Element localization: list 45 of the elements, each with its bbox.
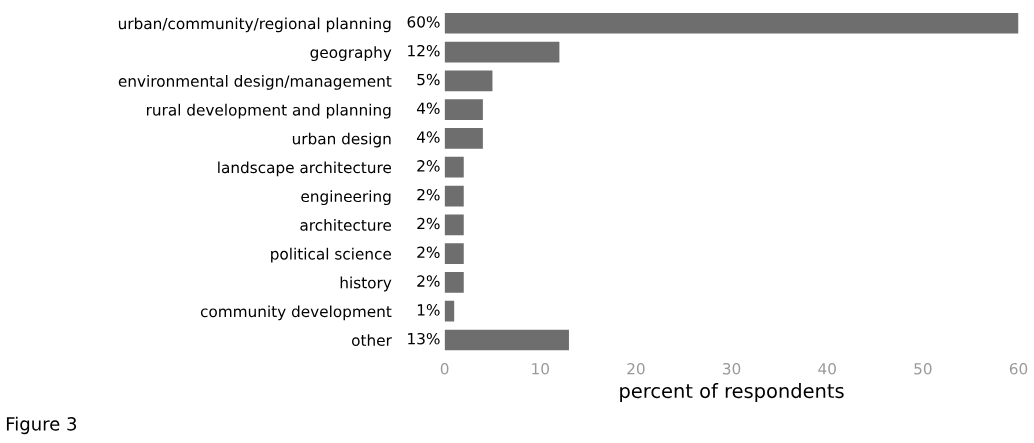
y-tick-label: landscape architecture xyxy=(218,161,392,177)
data-label: 13% xyxy=(408,332,440,345)
data-label: 60% xyxy=(407,16,440,28)
bar xyxy=(444,99,483,121)
data-label: 2% xyxy=(417,188,440,201)
data-label: 1% xyxy=(417,304,440,316)
bar xyxy=(444,300,455,322)
y-tick-label: other xyxy=(351,334,392,347)
x-tick-label: 10 xyxy=(532,363,549,375)
caption: Figure 3 xyxy=(6,416,77,435)
data-label: 12% xyxy=(408,44,440,57)
y-tick-label: urban design xyxy=(292,132,391,148)
y-tick-label: history xyxy=(340,276,392,292)
bar xyxy=(444,243,464,264)
data-label: 2% xyxy=(417,160,440,172)
y-tick-label: environmental design/management xyxy=(118,75,392,90)
data-label: 4% xyxy=(416,102,440,115)
bar xyxy=(444,329,569,351)
y-tick-label: urban/community/regional planning xyxy=(118,17,391,33)
y-tick-label: architecture xyxy=(300,219,392,231)
bar xyxy=(444,272,464,293)
x-tick-label: 40 xyxy=(818,363,836,375)
y-tick-label: engineering xyxy=(301,190,391,206)
x-tick-label: 20 xyxy=(627,363,645,375)
x-tick-label: 60 xyxy=(1009,363,1028,375)
data-label: 4% xyxy=(416,131,440,143)
bar xyxy=(444,41,560,63)
x-tick-label: 50 xyxy=(914,363,932,375)
y-tick-label: political science xyxy=(271,247,392,263)
data-label: 2% xyxy=(417,246,440,259)
y-tick-label: geography xyxy=(310,46,392,62)
data-label: 2% xyxy=(417,217,440,230)
bar xyxy=(444,185,464,207)
y-tick-label: community development xyxy=(200,305,392,321)
bar xyxy=(444,70,493,92)
bar xyxy=(444,128,483,149)
y-tick-label: rural development and planning xyxy=(146,103,391,119)
data-label: 5% xyxy=(417,73,440,86)
bar xyxy=(444,156,464,178)
x-axis-title: percent of respondents xyxy=(620,383,844,402)
x-tick-label: 30 xyxy=(723,363,741,375)
x-tick-label: 0 xyxy=(440,363,449,375)
bar xyxy=(444,12,1019,34)
bar xyxy=(444,214,464,236)
data-label: 2% xyxy=(417,275,440,287)
